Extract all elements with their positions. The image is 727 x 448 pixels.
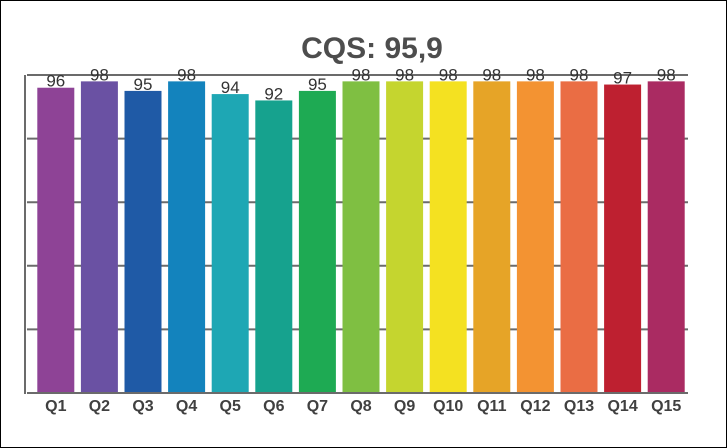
category-label: Q13 bbox=[564, 398, 594, 415]
bar-q13 bbox=[560, 81, 598, 394]
value-label: 98 bbox=[395, 65, 414, 84]
category-label: Q14 bbox=[607, 398, 637, 415]
value-label: 98 bbox=[482, 65, 501, 84]
value-label: 98 bbox=[570, 65, 589, 84]
category-label: Q11 bbox=[477, 398, 506, 415]
value-label: 95 bbox=[134, 75, 153, 94]
category-label: Q1 bbox=[45, 398, 66, 415]
bar-q10 bbox=[429, 81, 467, 394]
bar-q15 bbox=[647, 81, 685, 394]
chart-title: CQS: 95,9 bbox=[301, 32, 443, 65]
bar-q3 bbox=[124, 90, 162, 394]
value-label: 98 bbox=[90, 65, 109, 84]
value-label: 96 bbox=[46, 72, 65, 91]
category-label: Q8 bbox=[350, 398, 371, 415]
bar-q11 bbox=[473, 81, 511, 394]
category-label: Q12 bbox=[520, 398, 550, 415]
value-label: 95 bbox=[308, 75, 327, 94]
bar-q12 bbox=[516, 81, 554, 394]
bar-q6 bbox=[255, 100, 293, 393]
category-label: Q6 bbox=[263, 398, 284, 415]
bar-q7 bbox=[298, 90, 336, 394]
value-label: 98 bbox=[657, 65, 676, 84]
category-label: Q2 bbox=[89, 398, 110, 415]
value-label: 98 bbox=[352, 65, 371, 84]
bar-q2 bbox=[80, 81, 118, 394]
bar-q4 bbox=[168, 81, 206, 394]
category-label: Q4 bbox=[176, 398, 197, 415]
value-label: 98 bbox=[177, 65, 196, 84]
bar-q8 bbox=[342, 81, 380, 394]
bar-q9 bbox=[386, 81, 424, 394]
value-label: 98 bbox=[439, 65, 458, 84]
value-labels-group: 96 98 95 98 94 92 95 98 98 98 98 98 98 97 98 bbox=[46, 65, 675, 103]
category-labels-group: Q1 Q2 Q3 Q4 Q5 Q6 Q7 Q8 Q9 Q10 Q11 Q12 Q13 Q14 Q15 bbox=[45, 398, 681, 415]
value-label: 97 bbox=[613, 69, 632, 88]
category-label: Q10 bbox=[433, 398, 463, 415]
category-label: Q15 bbox=[651, 398, 681, 415]
value-label: 92 bbox=[264, 84, 283, 103]
category-label: Q7 bbox=[307, 398, 328, 415]
value-label: 94 bbox=[221, 78, 240, 97]
category-label: Q5 bbox=[220, 398, 241, 415]
value-label: 98 bbox=[526, 65, 545, 84]
bar-q5 bbox=[211, 94, 249, 393]
bar-q1 bbox=[37, 87, 75, 393]
category-label: Q3 bbox=[132, 398, 153, 415]
bars-group bbox=[37, 81, 685, 394]
axes bbox=[24, 75, 688, 394]
bar-q14 bbox=[604, 84, 642, 393]
category-label: Q9 bbox=[394, 398, 415, 415]
